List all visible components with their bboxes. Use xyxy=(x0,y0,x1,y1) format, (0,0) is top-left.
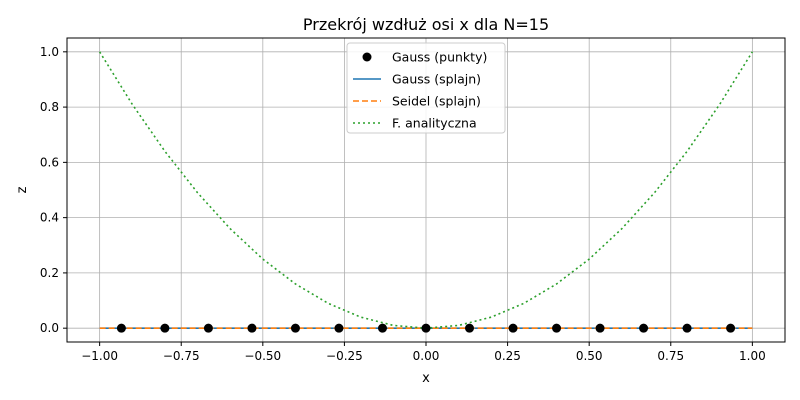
data-point xyxy=(160,323,170,333)
plot-area xyxy=(98,51,754,333)
data-point xyxy=(377,323,387,333)
y-tick-label: 0.8 xyxy=(40,100,59,114)
x-tick-label: 0.50 xyxy=(576,349,603,363)
x-tick-label: −0.75 xyxy=(163,349,200,363)
legend-label: Seidel (splajn) xyxy=(392,94,481,109)
legend: Gauss (punkty) Gauss (splajn) Seidel (spla… xyxy=(346,42,506,134)
data-point xyxy=(290,323,300,333)
data-point xyxy=(421,323,431,333)
data-point xyxy=(334,323,344,333)
data-point xyxy=(465,323,475,333)
data-point xyxy=(682,323,692,333)
data-point xyxy=(508,323,518,333)
y-tick-label: 0.4 xyxy=(40,211,59,225)
y-axis-label: z xyxy=(15,186,30,193)
x-tick-label: 0.25 xyxy=(494,349,521,363)
legend-marker xyxy=(362,52,372,62)
legend-box xyxy=(346,42,506,134)
data-point xyxy=(639,323,649,333)
y-tick-label: 0.0 xyxy=(40,321,59,335)
data-point xyxy=(552,323,562,333)
data-point xyxy=(116,323,126,333)
legend-label: F. analityczna xyxy=(392,116,477,131)
legend-label: Gauss (splajn) xyxy=(392,72,481,87)
data-point xyxy=(726,323,736,333)
legend-label: Gauss (punkty) xyxy=(392,50,487,65)
data-point xyxy=(203,323,213,333)
y-tick-label: 0.6 xyxy=(40,155,59,169)
x-axis-label: x xyxy=(422,371,430,386)
data-point xyxy=(247,323,257,333)
x-tick-label: 0.00 xyxy=(413,349,440,363)
x-axis: −1.00 −0.75 −0.50 −0.25 0.00 0.25 0.50 0.75 1.00 xyxy=(81,342,766,363)
x-tick-label: 1.00 xyxy=(739,349,766,363)
y-tick-label: 1.0 xyxy=(40,45,59,59)
chart-title: Przekrój wzdłuż osi x dla N=15 xyxy=(303,15,549,34)
x-tick-label: −1.00 xyxy=(81,349,118,363)
y-tick-label: 0.2 xyxy=(40,266,59,280)
x-tick-label: 0.75 xyxy=(657,349,684,363)
x-tick-label: −0.25 xyxy=(326,349,363,363)
data-point xyxy=(595,323,605,333)
x-tick-label: −0.50 xyxy=(244,349,281,363)
y-axis: 0.0 0.2 0.4 0.6 0.8 1.0 xyxy=(40,45,67,335)
